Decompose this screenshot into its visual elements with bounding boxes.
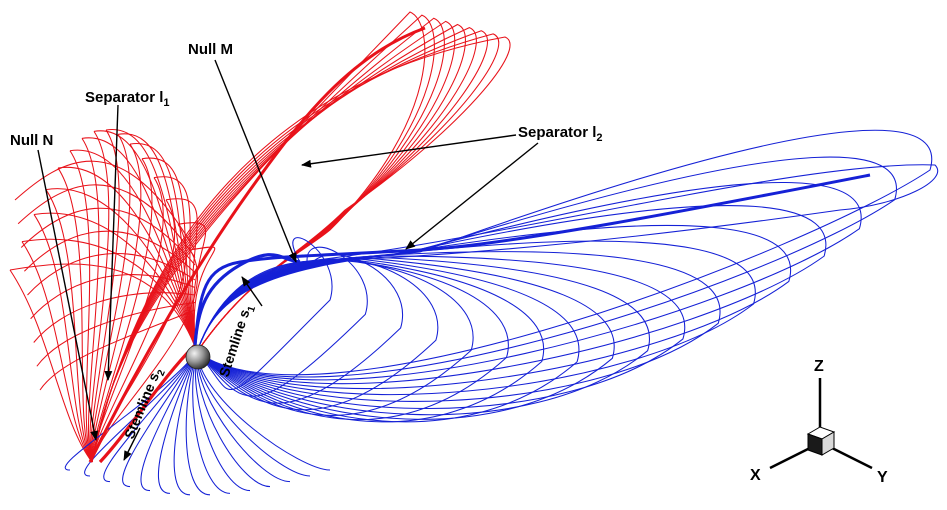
blue-sheaf-line (157, 351, 198, 494)
red-mesh-line (39, 309, 196, 391)
red-mesh-line (36, 301, 196, 367)
red-fan-line (69, 149, 198, 353)
red-fan-line (177, 222, 207, 353)
arrow-separator-l2-b (405, 142, 539, 250)
blue-loop-line (196, 181, 862, 381)
label-null-n: Null N (10, 132, 53, 149)
red-fan-line (141, 157, 198, 353)
red-fan-line (45, 189, 93, 463)
red-mesh-line (27, 253, 196, 296)
red-mesh-line (30, 274, 196, 320)
axis-label-x: X (750, 467, 761, 484)
red-mesh-line (20, 207, 196, 266)
axis-cube-right (821, 431, 835, 456)
blue-sheaf-line (64, 351, 198, 471)
blue-sheaf-line (196, 351, 331, 471)
red-mesh-line (24, 230, 196, 273)
blue-sheaf-line (194, 351, 251, 492)
axis-label-z: Z (814, 358, 824, 375)
label-null-m: Null M (188, 41, 233, 58)
blue-sheaf-line (192, 351, 231, 494)
red-mesh-line (33, 292, 196, 343)
red-fan-line (81, 137, 198, 353)
blue-sheaf-line (196, 351, 311, 477)
arrow-separator-l2-a (301, 134, 517, 168)
stemline-s2-line (98, 343, 197, 464)
red-mesh-line (14, 160, 196, 251)
arrow-stemline-s1 (241, 276, 263, 307)
label-separator-l2: Separator l2 (518, 124, 603, 144)
red-fan-line (69, 150, 93, 463)
red-fan-line (93, 130, 198, 353)
axis-label-y: Y (877, 469, 888, 486)
blue-sheaf-line (185, 351, 211, 496)
blue-sheaf-line (195, 351, 271, 488)
red-fan-line (21, 238, 198, 353)
label-stemline-s1: Stemline s1 (216, 302, 259, 380)
blue-loop-line (196, 129, 933, 376)
blue-sheaf-line (173, 351, 198, 496)
arrow-null-n (37, 149, 99, 441)
red-fan-line (21, 241, 93, 463)
red-mesh-line (17, 184, 196, 258)
blue-tail-line (299, 164, 938, 263)
blue-sheaf-line (196, 351, 291, 483)
red-fan-line (81, 138, 100, 463)
red-fan-line (105, 129, 198, 353)
blue-loop-line (196, 254, 403, 404)
blue-loop-line (196, 205, 827, 385)
label-separator-l1: Separator l1 (85, 89, 170, 109)
arrow-null-m (214, 59, 297, 263)
red-fan-line (165, 198, 198, 353)
red-fan-line (33, 214, 93, 463)
blue-sheaf-line (84, 351, 198, 477)
red-fan-line (57, 166, 198, 353)
blue-sheaf-line (140, 351, 198, 492)
blue-field-lines (64, 129, 938, 496)
blue-loop-line (196, 257, 580, 423)
blue-sheaf-line (103, 351, 198, 483)
arrow-stemline-s2 (123, 427, 141, 461)
red-fan-line (57, 167, 93, 463)
arrow-separator-l1 (104, 104, 119, 381)
blue-loop-line (196, 255, 686, 409)
red-fan-line (189, 246, 216, 353)
blue-sheaf-line (122, 351, 198, 488)
stemline-s1-line (193, 253, 301, 346)
planet-sphere (185, 344, 211, 370)
separator-l1-line (88, 26, 426, 463)
axis-triad: Z X Y (750, 358, 888, 486)
red-fan-line (9, 269, 93, 463)
separator-l2-line (193, 173, 871, 346)
